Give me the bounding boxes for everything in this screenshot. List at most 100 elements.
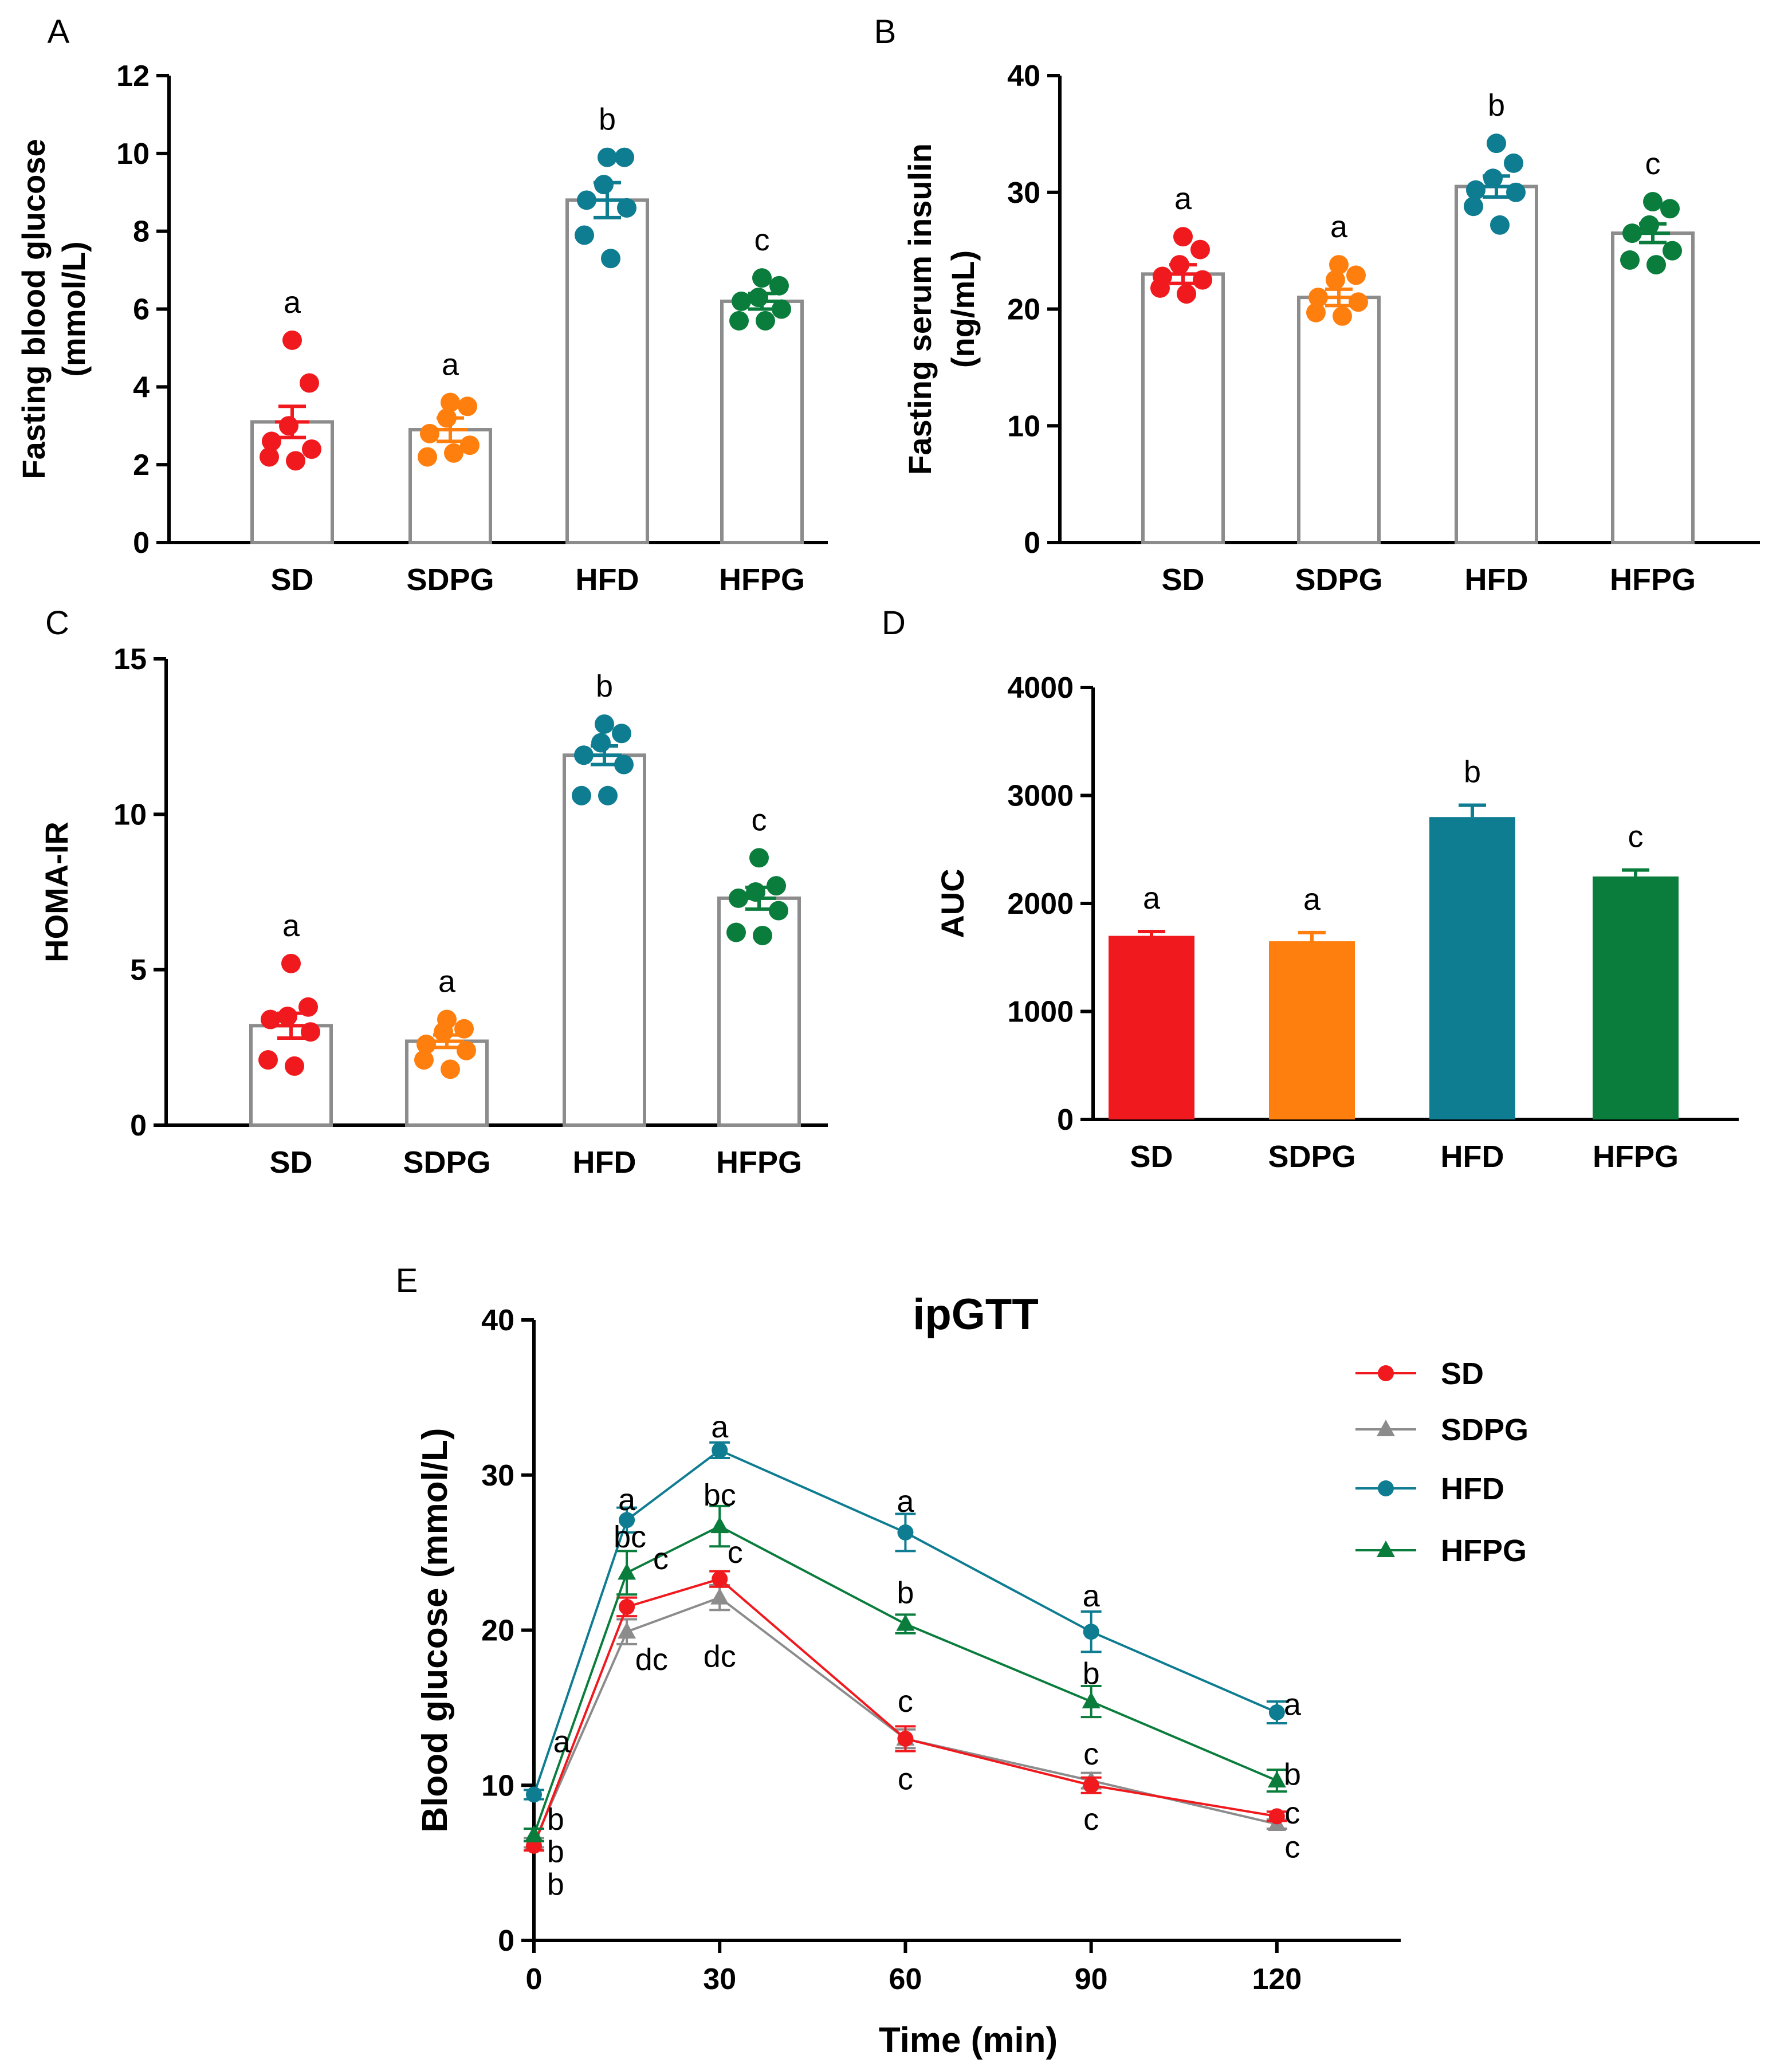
y-axis-label: Blood glucose (mmol/L) bbox=[415, 1428, 455, 1832]
legend-marker-sd bbox=[1378, 1365, 1394, 1381]
y-tick-label: 4000 bbox=[1007, 671, 1074, 705]
data-point-hfd bbox=[1464, 197, 1483, 217]
y-tick-label: 0 bbox=[498, 1924, 514, 1958]
data-point-hfd bbox=[598, 147, 617, 167]
significance-letter: c bbox=[1083, 1737, 1099, 1771]
data-point-hfd bbox=[594, 175, 614, 195]
significance-letter: a bbox=[553, 1724, 571, 1759]
data-point-sd bbox=[260, 447, 279, 467]
significance-letter: b bbox=[897, 1576, 914, 1610]
significance-letter: b bbox=[599, 103, 616, 137]
x-tick-label: 90 bbox=[1075, 1963, 1108, 1996]
data-point-sd bbox=[897, 1731, 914, 1747]
data-point-hfpg bbox=[732, 291, 751, 311]
significance-letter: a bbox=[1330, 210, 1348, 244]
data-point-hfd bbox=[574, 745, 594, 765]
data-point-hfpg bbox=[753, 925, 772, 945]
x-category-label: HFPG bbox=[716, 1145, 802, 1180]
x-category-label: HFPG bbox=[1593, 1139, 1679, 1174]
significance-letter: b bbox=[547, 1868, 564, 1902]
data-point-sd bbox=[619, 1598, 635, 1615]
data-point-hfpg bbox=[1663, 241, 1682, 261]
data-point-sdpg bbox=[1329, 255, 1349, 275]
y-tick-label: 40 bbox=[1007, 60, 1040, 93]
legend-marker-sdpg bbox=[1377, 1420, 1395, 1436]
x-category-label: HFD bbox=[1465, 563, 1528, 597]
significance-letter: c bbox=[728, 1535, 743, 1570]
y-tick-label: 2000 bbox=[1007, 887, 1074, 921]
y-tick-label: 0 bbox=[1024, 526, 1040, 560]
y-tick-label: 0 bbox=[1057, 1103, 1074, 1137]
panel-c-letter: C bbox=[45, 604, 69, 642]
x-tick-label: 120 bbox=[1252, 1963, 1302, 1996]
significance-letter: c bbox=[1628, 820, 1644, 854]
y-tick-label: 12 bbox=[116, 60, 150, 93]
data-point-sd bbox=[258, 1050, 278, 1070]
data-point-hfpg bbox=[726, 922, 746, 942]
y-tick-label: 2 bbox=[133, 449, 150, 482]
y-tick-label: 1000 bbox=[1007, 996, 1074, 1029]
data-point-hfpg bbox=[769, 276, 789, 296]
data-point-hfd bbox=[712, 1442, 728, 1459]
significance-letter: a bbox=[442, 348, 459, 382]
data-point-hfpg bbox=[1660, 199, 1680, 219]
significance-letter: a bbox=[618, 1483, 636, 1517]
y-tick-label: 5 bbox=[130, 954, 147, 987]
data-point-hfd bbox=[897, 1524, 914, 1541]
data-point-hfpg bbox=[749, 288, 768, 308]
data-point-hfd bbox=[619, 1512, 635, 1528]
series-line-hfd bbox=[533, 1449, 1278, 1795]
x-category-label: HFD bbox=[576, 563, 639, 597]
y-tick-label: 0 bbox=[133, 526, 150, 560]
data-point-hfpg bbox=[769, 901, 788, 921]
y-tick-label: 10 bbox=[113, 798, 147, 831]
y-tick-label: 10 bbox=[481, 1769, 514, 1802]
bar-sd bbox=[249, 1024, 333, 1127]
data-point-hfpg bbox=[729, 311, 749, 331]
data-point-hfd bbox=[1490, 215, 1510, 235]
x-category-label: SDPG bbox=[406, 563, 494, 597]
x-category-label: SDPG bbox=[1295, 563, 1382, 597]
data-point-sd bbox=[1173, 227, 1193, 247]
significance-letter: b bbox=[1488, 88, 1505, 123]
x-category-label: SD bbox=[269, 1145, 312, 1180]
data-point-sdpg bbox=[458, 396, 477, 416]
data-point-sd bbox=[281, 953, 301, 973]
data-point-sd bbox=[1190, 239, 1210, 260]
significance-letter: b bbox=[1464, 755, 1481, 789]
bar-hfd bbox=[563, 753, 646, 1127]
data-point-sd bbox=[1150, 278, 1170, 298]
bar-sdpg bbox=[1297, 296, 1381, 544]
data-point-hfpg bbox=[772, 299, 791, 319]
x-category-label: SD bbox=[1130, 1139, 1173, 1174]
y-tick-label: 6 bbox=[133, 293, 150, 327]
data-point-sd bbox=[1177, 284, 1196, 304]
bar-sdpg bbox=[1269, 941, 1355, 1119]
significance-letter: c bbox=[653, 1542, 669, 1576]
data-point-hfpg bbox=[525, 1825, 543, 1842]
data-point-hfpg bbox=[729, 888, 748, 908]
data-point-hfpg bbox=[749, 848, 769, 868]
chart-title: ipGTT bbox=[913, 1290, 1039, 1339]
data-point-hfpg bbox=[1620, 250, 1640, 270]
x-category-label: SD bbox=[270, 563, 313, 597]
data-point-hfpg bbox=[752, 268, 772, 288]
significance-letter: a bbox=[1303, 882, 1321, 917]
significance-letter: b bbox=[547, 1835, 564, 1869]
data-point-hfd bbox=[1487, 133, 1506, 154]
significance-letter: bc bbox=[614, 1520, 646, 1554]
data-point-sdpg bbox=[457, 1040, 476, 1060]
data-point-hfpg bbox=[1622, 223, 1642, 243]
x-category-label: SDPG bbox=[403, 1145, 490, 1180]
bar-sd bbox=[1141, 272, 1225, 544]
data-point-hfpg bbox=[710, 1516, 729, 1534]
data-point-sd bbox=[1083, 1777, 1099, 1794]
data-point-hfd bbox=[526, 1786, 542, 1803]
significance-letter: b bbox=[1083, 1656, 1100, 1691]
data-point-hfd bbox=[577, 190, 596, 210]
x-axis-label: Time (min) bbox=[879, 2021, 1058, 2060]
significance-letter: a bbox=[1284, 1687, 1302, 1722]
significance-letter: c bbox=[1284, 1830, 1300, 1865]
significance-letter: bc bbox=[704, 1478, 736, 1512]
data-point-hfpg bbox=[1082, 1692, 1101, 1709]
